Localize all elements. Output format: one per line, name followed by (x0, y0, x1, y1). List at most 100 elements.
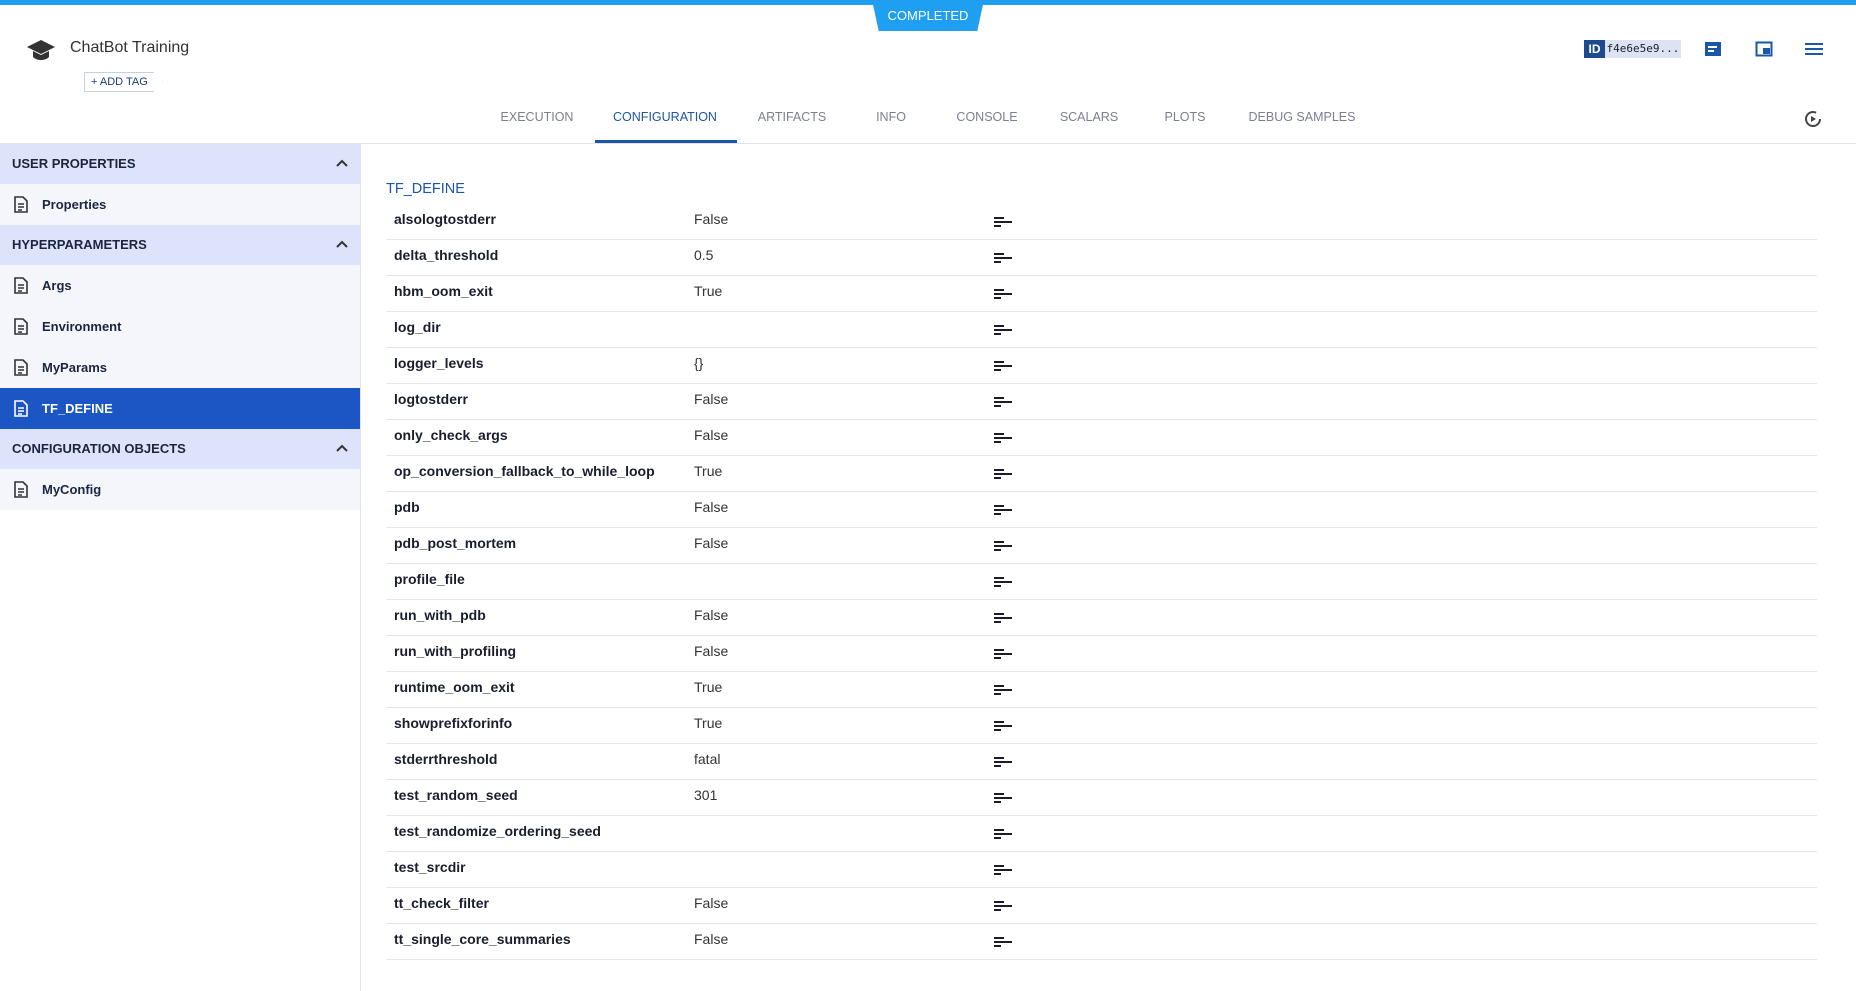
item-label: Environment (42, 319, 122, 334)
tab[interactable]: EXECUTION (500, 110, 574, 124)
layout-icon[interactable] (1755, 41, 1773, 57)
edit-icon[interactable] (994, 394, 1012, 412)
param-name: showprefixforinfo (394, 715, 513, 731)
row-divider (386, 419, 1817, 420)
section-header[interactable]: USER PROPERTIES (0, 144, 360, 184)
edit-icon[interactable] (994, 862, 1012, 880)
row-divider (386, 347, 1817, 348)
param-value: False (694, 931, 729, 947)
param-name: run_with_pdb (394, 607, 486, 623)
param-value: 301 (694, 787, 718, 803)
item-label: MyConfig (42, 482, 102, 497)
param-name: logger_levels (394, 355, 484, 371)
row-divider (386, 779, 1817, 780)
param-value: False (694, 643, 729, 659)
row-divider (386, 959, 1817, 960)
row-divider (386, 923, 1817, 924)
status-badge: COMPLETED (872, 0, 984, 31)
task-title: ChatBot Training (70, 39, 190, 56)
param-value: False (694, 499, 729, 515)
tab[interactable]: DEBUG SAMPLES (1248, 110, 1356, 124)
section-title: USER PROPERTIES (12, 156, 136, 171)
edit-icon[interactable] (994, 646, 1012, 664)
tab[interactable]: CONFIGURATION (613, 110, 717, 124)
param-name: stderrthreshold (394, 751, 498, 767)
sidebar-item[interactable]: MyParams (0, 347, 360, 388)
param-name: tt_single_core_summaries (394, 931, 571, 947)
param-name: hbm_oom_exit (394, 283, 493, 299)
item-label: TF_DEFINE (42, 401, 113, 416)
item-label: Properties (42, 197, 107, 212)
edit-icon[interactable] (994, 322, 1012, 340)
refresh-icon[interactable] (1804, 110, 1822, 128)
row-divider (386, 635, 1817, 636)
param-name: op_conversion_fallback_to_while_loop (394, 463, 655, 479)
task-icon (27, 40, 55, 60)
sidebar-item[interactable]: Environment (0, 306, 360, 347)
param-value: False (694, 427, 729, 443)
edit-icon[interactable] (994, 358, 1012, 376)
edit-icon[interactable] (994, 538, 1012, 556)
param-value: False (694, 535, 729, 551)
param-value: False (694, 895, 729, 911)
edit-icon[interactable] (994, 574, 1012, 592)
row-divider (386, 527, 1817, 528)
section-title: CONFIGURATION OBJECTS (12, 441, 186, 456)
item-label: MyParams (42, 360, 108, 375)
edit-icon[interactable] (994, 682, 1012, 700)
tab[interactable]: CONSOLE (956, 110, 1018, 124)
param-value: True (694, 463, 723, 479)
edit-icon[interactable] (994, 502, 1012, 520)
sidebar-item[interactable]: MyConfig (0, 469, 360, 510)
edit-icon[interactable] (994, 718, 1012, 736)
tab[interactable]: SCALARS (1059, 110, 1119, 124)
sidebar-item[interactable]: TF_DEFINE (0, 388, 360, 429)
edit-icon[interactable] (994, 250, 1012, 268)
param-name: runtime_oom_exit (394, 679, 515, 695)
row-divider (386, 599, 1817, 600)
tab[interactable]: PLOTS (1164, 110, 1206, 124)
edit-icon[interactable] (994, 214, 1012, 232)
edit-icon[interactable] (994, 430, 1012, 448)
section-header[interactable]: HYPERPARAMETERS (0, 225, 360, 265)
sidebar: USER PROPERTIES Properties HYPERPARAMETERS… (0, 144, 361, 991)
param-name: alsologtostderr (394, 211, 496, 227)
param-name: run_with_profiling (394, 643, 517, 659)
param-value: True (694, 283, 723, 299)
param-value: fatal (694, 751, 721, 767)
param-name: profile_file (394, 571, 465, 587)
edit-icon[interactable] (994, 286, 1012, 304)
edit-icon[interactable] (994, 790, 1012, 808)
info-icon[interactable] (1704, 41, 1722, 57)
edit-icon[interactable] (994, 610, 1012, 628)
edit-icon[interactable] (994, 466, 1012, 484)
param-value: {} (694, 355, 704, 371)
section-header[interactable]: CONFIGURATION OBJECTS (0, 429, 360, 469)
sidebar-item[interactable]: Args (0, 265, 360, 306)
edit-icon[interactable] (994, 934, 1012, 952)
sidebar-item[interactable]: Properties (0, 184, 360, 225)
menu-icon[interactable] (1805, 42, 1823, 56)
param-name: logtostderr (394, 391, 468, 407)
id-label: ID (1584, 40, 1605, 58)
tab[interactable]: INFO (876, 110, 906, 124)
id-value[interactable]: f4e6e5e9... (1605, 40, 1681, 58)
active-tab-underline (595, 140, 737, 143)
tab[interactable]: ARTIFACTS (757, 110, 827, 124)
item-label: Args (42, 278, 72, 293)
param-name: pdb_post_mortem (394, 535, 517, 551)
edit-icon[interactable] (994, 754, 1012, 772)
param-name: test_randomize_ordering_seed (394, 823, 601, 839)
param-value: True (694, 679, 723, 695)
row-divider (386, 455, 1817, 456)
row-divider (386, 563, 1817, 564)
edit-icon[interactable] (994, 898, 1012, 916)
param-name: only_check_args (394, 427, 508, 443)
row-divider (386, 815, 1817, 816)
row-divider (386, 887, 1817, 888)
row-divider (386, 383, 1817, 384)
edit-icon[interactable] (994, 826, 1012, 844)
add-tag-button[interactable]: + ADD TAG (84, 72, 163, 92)
param-name: test_srcdir (394, 859, 466, 875)
